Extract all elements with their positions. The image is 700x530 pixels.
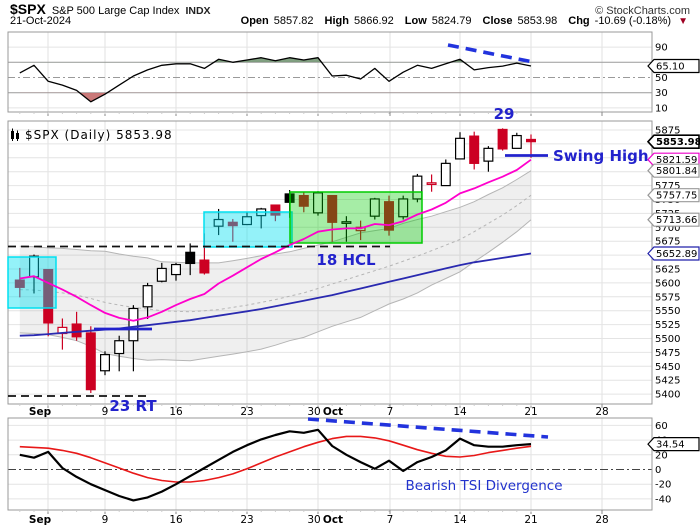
svg-text:9: 9 (102, 406, 109, 418)
svg-text:90: 90 (655, 43, 668, 54)
svg-text:28: 28 (595, 406, 608, 418)
svg-text:5575: 5575 (655, 292, 680, 303)
chg-label: Chg (568, 15, 590, 27)
svg-text:30: 30 (307, 514, 320, 526)
exchange-label: INDX (185, 5, 211, 17)
svg-text:20: 20 (655, 450, 668, 461)
svg-text:21: 21 (524, 514, 537, 526)
chart-type-icon (11, 128, 19, 141)
chg-value: -10.69 (-0.18%) (594, 15, 672, 27)
chart-panels: 907050301065.105875585058255800577557505… (7, 31, 700, 526)
momentum-value-box: 65.10 (647, 58, 700, 74)
svg-text:30: 30 (655, 88, 668, 99)
momentum-panel-grid (7, 31, 653, 113)
svg-text:5400: 5400 (655, 390, 680, 401)
svg-text:5500: 5500 (655, 334, 680, 345)
svg-text:50: 50 (655, 73, 668, 84)
swing-high-annotation: Swing High (553, 147, 649, 165)
chart-header: $SPX S&P 500 Large Cap Index INDX © Stoc… (0, 0, 700, 30)
low-value: 5824.79 (431, 15, 472, 27)
svg-text:28: 28 (595, 514, 608, 526)
svg-text:5652.89: 5652.89 (656, 249, 697, 260)
close-value: 5853.98 (517, 15, 558, 27)
svg-text:16: 16 (169, 514, 183, 526)
price-annotation-lines (8, 154, 548, 397)
chart-canvas: 907050301065.105875585058255800577557505… (7, 31, 700, 526)
svg-text:7: 7 (387, 514, 394, 526)
candlesticks (14, 128, 536, 393)
svg-text:7: 7 (387, 406, 394, 418)
tsi-xaxis: Sep 9 16 23 30 Oct 7 14 21 28 (19, 510, 609, 526)
close-label: Close (482, 15, 513, 27)
index-name: S&P 500 Large Cap Index (51, 5, 180, 17)
svg-text:5757.75: 5757.75 (656, 191, 697, 202)
svg-text:5550: 5550 (655, 306, 680, 317)
momentum-line (19, 57, 532, 103)
svg-text:5625: 5625 (655, 265, 680, 276)
svg-text:34.54: 34.54 (656, 440, 685, 451)
ohlc-quote: Open 5857.82 High 5866.92 Low 5824.79 Cl… (241, 15, 688, 27)
tsi-yaxis: 6040200-20-40 (655, 421, 671, 506)
svg-text:5450: 5450 (655, 362, 680, 373)
svg-text:-40: -40 (655, 494, 671, 505)
svg-text:10: 10 (655, 103, 668, 114)
svg-text:21: 21 (524, 406, 537, 418)
symbol-label: $SPX (10, 1, 46, 17)
svg-text:30: 30 (307, 406, 320, 418)
svg-text:5425: 5425 (655, 376, 680, 387)
svg-text:5821.59: 5821.59 (656, 155, 697, 166)
svg-text:23: 23 (240, 514, 253, 526)
svg-text:5853.98: 5853.98 (656, 137, 700, 148)
high-label: High (324, 15, 349, 27)
momentum-fills (19, 57, 531, 102)
svg-text:-20: -20 (655, 480, 671, 491)
open-label: Open (240, 15, 269, 27)
svg-text:5600: 5600 (655, 278, 680, 289)
svg-text:5675: 5675 (655, 237, 680, 248)
open-value: 5857.82 (273, 15, 314, 27)
svg-text:Oct: Oct (323, 406, 343, 418)
high-value: 5866.92 (354, 15, 394, 27)
momentum-yaxis: 9070503010 (655, 43, 668, 115)
svg-text:65.10: 65.10 (656, 62, 685, 73)
rt-annotation: 23 RT (109, 397, 157, 415)
tsi-lines (19, 428, 532, 502)
svg-text:Sep: Sep (29, 514, 52, 526)
svg-text:5713.66: 5713.66 (656, 215, 697, 226)
svg-text:Oct: Oct (323, 514, 343, 526)
copyright: © StockCharts.com (595, 5, 690, 17)
tsi-trendline (307, 417, 549, 439)
quote-row: 21-Oct-2024 Open 5857.82 High 5866.92 Lo… (10, 15, 688, 27)
tsi-divergence-annotation: Bearish TSI Divergence (405, 478, 562, 494)
chart-date: 21-Oct-2024 (10, 15, 72, 27)
hcl-annotation: 18 HCL (316, 251, 376, 269)
svg-text:5775: 5775 (655, 181, 680, 192)
tsi-panel-grid (7, 417, 653, 511)
main-panel-label: $SPX (Daily) 5853.98 (25, 128, 173, 142)
momentum-xticks (19, 112, 603, 116)
svg-text:16: 16 (169, 406, 183, 418)
svg-text:14: 14 (453, 406, 467, 418)
svg-text:5801.84: 5801.84 (656, 166, 697, 177)
change-down-triangle-icon: ▼ (678, 16, 688, 27)
svg-text:5875: 5875 (655, 126, 680, 137)
svg-text:5525: 5525 (655, 320, 680, 331)
bar-count-annotation: 29 (494, 105, 515, 123)
svg-text:5475: 5475 (655, 348, 680, 359)
svg-text:60: 60 (655, 421, 668, 432)
low-label: Low (404, 15, 427, 27)
price-xaxis: Sep 9 16 23 30 Oct 7 14 21 28 (19, 404, 609, 418)
tsi-value-box: 34.54 (647, 437, 700, 452)
svg-text:0: 0 (655, 465, 661, 476)
title-row: $SPX S&P 500 Large Cap Index INDX © Stoc… (10, 1, 690, 17)
svg-text:14: 14 (453, 514, 467, 526)
svg-text:23: 23 (240, 406, 253, 418)
svg-text:5700: 5700 (655, 223, 680, 234)
svg-text:Sep: Sep (29, 406, 52, 418)
momentum-trendline (447, 43, 534, 64)
svg-text:9: 9 (102, 514, 109, 526)
